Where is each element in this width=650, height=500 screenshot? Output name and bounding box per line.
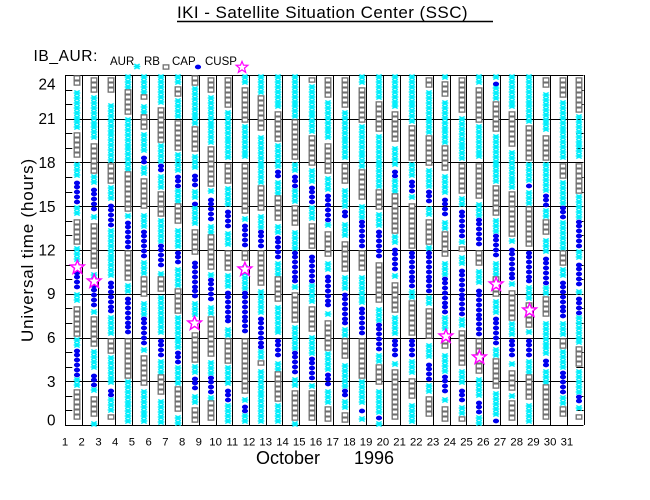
svg-text:9: 9 [47, 286, 56, 303]
svg-text:1: 1 [62, 437, 68, 449]
svg-text:12: 12 [38, 243, 55, 260]
svg-text:18: 18 [38, 155, 55, 172]
svg-text:3: 3 [95, 437, 101, 449]
svg-text:3: 3 [47, 374, 56, 391]
svg-text:CUSP: CUSP [205, 56, 237, 68]
svg-text:17: 17 [326, 437, 339, 449]
svg-text:RB: RB [144, 56, 160, 68]
svg-text:25: 25 [460, 437, 473, 449]
svg-text:27: 27 [494, 437, 507, 449]
svg-text:11: 11 [226, 437, 238, 449]
svg-text:8: 8 [179, 437, 185, 449]
svg-text:31: 31 [561, 437, 574, 449]
svg-text:19: 19 [360, 437, 373, 449]
svg-text:Universal time (hours): Universal time (hours) [18, 158, 37, 342]
svg-text:14: 14 [276, 437, 289, 449]
svg-text:10: 10 [209, 437, 222, 449]
svg-text:15: 15 [38, 199, 55, 216]
svg-text:2: 2 [79, 437, 85, 449]
svg-text:IB_AUR:: IB_AUR: [34, 48, 99, 65]
svg-text:AUR: AUR [110, 56, 134, 68]
svg-text:21: 21 [38, 111, 55, 128]
svg-text:26: 26 [477, 437, 490, 449]
svg-text:15: 15 [293, 437, 306, 449]
svg-text:16: 16 [310, 437, 323, 449]
svg-text:13: 13 [259, 437, 272, 449]
svg-text:29: 29 [527, 437, 540, 449]
svg-text:12: 12 [243, 437, 256, 449]
svg-text:21: 21 [393, 437, 406, 449]
svg-text:23: 23 [427, 437, 440, 449]
svg-text:28: 28 [510, 437, 523, 449]
svg-text:9: 9 [196, 437, 202, 449]
svg-text:24: 24 [38, 77, 56, 94]
svg-text:7: 7 [162, 437, 168, 449]
svg-text:6: 6 [145, 437, 151, 449]
svg-text:5: 5 [129, 437, 135, 449]
svg-text:24: 24 [444, 437, 457, 449]
svg-text:6: 6 [47, 330, 56, 347]
svg-text:30: 30 [544, 437, 557, 449]
svg-text:18: 18 [343, 437, 356, 449]
svg-text:1996: 1996 [354, 448, 394, 468]
svg-text:20: 20 [377, 437, 390, 449]
svg-text:22: 22 [410, 437, 423, 449]
svg-text:IKI - Satellite Situation Cent: IKI - Satellite Situation Center (SSC) [177, 3, 468, 22]
svg-text:October: October [256, 448, 320, 468]
svg-text:0: 0 [47, 413, 56, 430]
svg-text:4: 4 [112, 437, 118, 449]
svg-text:CAP: CAP [172, 56, 196, 68]
